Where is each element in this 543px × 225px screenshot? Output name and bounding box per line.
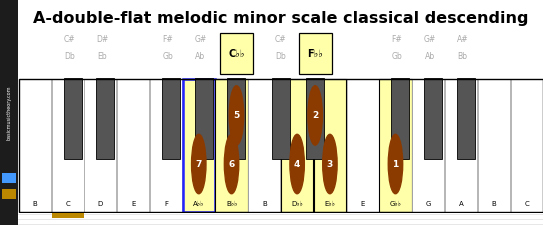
- Bar: [117, 79, 149, 212]
- Circle shape: [388, 134, 403, 194]
- Bar: [162, 78, 180, 159]
- Text: G#: G#: [424, 35, 436, 44]
- Bar: [281, 79, 313, 212]
- Text: Ab: Ab: [195, 52, 205, 61]
- Bar: [392, 78, 409, 159]
- Bar: [96, 78, 115, 159]
- Circle shape: [192, 134, 206, 194]
- Text: F: F: [164, 200, 168, 207]
- Bar: [52, 213, 84, 218]
- Text: Eb: Eb: [97, 52, 107, 61]
- Bar: [272, 78, 290, 159]
- Bar: [478, 79, 510, 212]
- Text: G: G: [426, 200, 431, 207]
- Text: D#: D#: [96, 35, 108, 44]
- Text: A#: A#: [457, 35, 469, 44]
- Text: G#: G#: [194, 35, 206, 44]
- Bar: [314, 79, 346, 212]
- Bar: [19, 79, 51, 212]
- Text: B: B: [33, 200, 37, 207]
- Text: 3: 3: [327, 160, 333, 169]
- Bar: [412, 79, 444, 212]
- Text: Bb: Bb: [458, 52, 468, 61]
- Text: 4: 4: [294, 160, 300, 169]
- Text: Ab: Ab: [425, 52, 435, 61]
- Text: A-double-flat melodic minor scale classical descending: A-double-flat melodic minor scale classi…: [33, 11, 528, 26]
- Bar: [52, 79, 84, 212]
- Text: 1: 1: [393, 160, 399, 169]
- Bar: [457, 78, 475, 159]
- Bar: [2, 189, 16, 199]
- Bar: [306, 78, 324, 159]
- Text: F#: F#: [392, 35, 402, 44]
- Text: E♭♭: E♭♭: [325, 200, 336, 207]
- Text: C: C: [524, 200, 529, 207]
- Bar: [299, 33, 332, 74]
- Bar: [2, 173, 16, 183]
- Text: F♭♭: F♭♭: [307, 49, 323, 59]
- Text: C: C: [65, 200, 70, 207]
- Text: E: E: [131, 200, 135, 207]
- Text: F#: F#: [162, 35, 173, 44]
- Bar: [380, 79, 412, 212]
- Text: basicmusictheory.com: basicmusictheory.com: [7, 85, 12, 140]
- Circle shape: [290, 134, 304, 194]
- Bar: [248, 79, 280, 212]
- Text: 6: 6: [229, 160, 235, 169]
- Bar: [346, 79, 379, 212]
- Bar: [424, 78, 442, 159]
- Text: Gb: Gb: [392, 52, 402, 61]
- Bar: [182, 79, 215, 212]
- Text: B♭♭: B♭♭: [226, 200, 237, 207]
- Bar: [510, 79, 542, 212]
- Text: C#: C#: [275, 35, 287, 44]
- Bar: [195, 78, 213, 159]
- Text: C♭♭: C♭♭: [228, 49, 245, 59]
- Text: C#: C#: [64, 35, 75, 44]
- Circle shape: [229, 86, 244, 145]
- Bar: [84, 79, 117, 212]
- Circle shape: [224, 134, 239, 194]
- Circle shape: [308, 86, 323, 145]
- Text: G♭♭: G♭♭: [389, 200, 401, 207]
- Text: Db: Db: [64, 52, 74, 61]
- Text: D♭♭: D♭♭: [291, 200, 303, 207]
- Text: B: B: [262, 200, 267, 207]
- Bar: [228, 78, 245, 159]
- Text: D: D: [98, 200, 103, 207]
- Text: A: A: [459, 200, 463, 207]
- Bar: [216, 79, 248, 212]
- Bar: [64, 78, 81, 159]
- Text: A♭♭: A♭♭: [193, 200, 204, 207]
- Text: 2: 2: [312, 111, 318, 120]
- Text: 7: 7: [195, 160, 202, 169]
- Bar: [445, 79, 477, 212]
- Circle shape: [323, 134, 337, 194]
- Text: Db: Db: [275, 52, 286, 61]
- Text: 5: 5: [233, 111, 239, 120]
- Text: B: B: [491, 200, 496, 207]
- Bar: [220, 33, 253, 74]
- Bar: [150, 79, 182, 212]
- Text: Gb: Gb: [162, 52, 173, 61]
- Text: E: E: [361, 200, 365, 207]
